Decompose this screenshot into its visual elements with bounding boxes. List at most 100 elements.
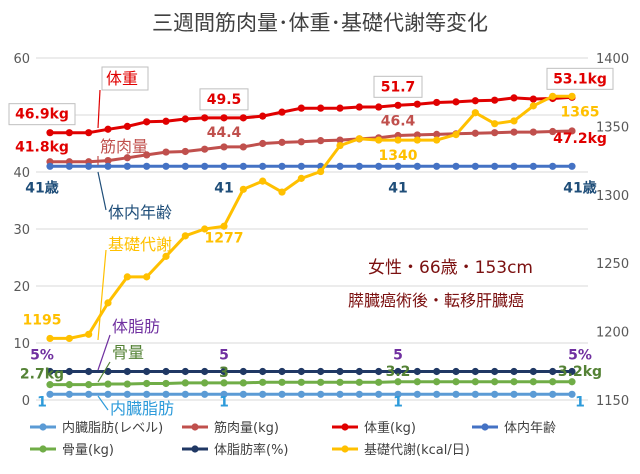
series-point: [123, 390, 131, 398]
series-point: [471, 390, 479, 398]
series-point: [201, 367, 209, 376]
series-point: [181, 367, 189, 376]
series-line-6: [50, 94, 572, 340]
series-point: [433, 136, 441, 144]
series-point: [85, 162, 93, 170]
legend-swatch-marker: [481, 423, 489, 431]
series-point: [355, 103, 363, 111]
series-line-4: [50, 380, 572, 387]
callout-leader: [97, 395, 109, 411]
data-label-box: [199, 88, 249, 111]
data-label: 51.7: [381, 79, 416, 95]
series-point: [433, 390, 441, 398]
series-point: [336, 367, 344, 376]
series-point: [297, 138, 305, 146]
callout-leader: [97, 89, 101, 129]
data-label: 1: [575, 394, 585, 410]
series-point: [433, 378, 441, 386]
series-point: [259, 390, 267, 398]
callout-box: [101, 66, 149, 91]
chart-title: 三週間筋肉量･体重･基礎代謝等変化: [152, 11, 488, 35]
series-point: [452, 378, 460, 386]
series-point: [568, 378, 576, 386]
series-point: [452, 367, 460, 376]
series-point: [239, 367, 247, 376]
y2-tick-label: 1400: [596, 52, 629, 67]
series-point: [297, 174, 305, 182]
series-point: [568, 367, 576, 376]
series-point: [491, 120, 499, 128]
series-point: [104, 299, 112, 307]
series-point: [336, 104, 344, 112]
series-point: [65, 129, 73, 137]
series-point: [220, 114, 228, 122]
y2-tick-label: 1350: [596, 120, 629, 135]
series-point: [394, 390, 402, 398]
series-point: [239, 379, 247, 387]
data-label: 46.4: [381, 114, 416, 130]
series-point: [510, 117, 518, 125]
series-point: [123, 380, 131, 388]
series-point: [394, 101, 402, 109]
series-point: [181, 147, 189, 156]
series-point: [104, 125, 112, 133]
series-point: [375, 390, 383, 398]
series-point: [259, 378, 267, 386]
callout-label: 基礎代謝: [108, 235, 172, 254]
legend-label: 骨量(kg): [62, 443, 114, 458]
callout-label: 内臓脂肪: [110, 399, 174, 418]
series-point: [104, 157, 112, 165]
series-point: [317, 378, 325, 386]
series-point: [278, 162, 286, 170]
series-point: [297, 390, 305, 398]
legend-label: 内臓脂肪(レベル): [62, 420, 163, 436]
series-point: [143, 273, 151, 281]
series-point: [336, 390, 344, 398]
legend-swatch-marker: [191, 423, 199, 431]
series-point: [433, 162, 441, 170]
series-point: [549, 367, 557, 376]
series-point: [471, 378, 479, 386]
series-point: [181, 162, 189, 170]
data-label: 1365: [561, 104, 600, 120]
series-point: [510, 162, 518, 170]
series-point: [471, 109, 479, 117]
data-label: 3: [219, 365, 229, 381]
series-point: [433, 98, 441, 107]
series-point: [239, 114, 247, 122]
series-point: [529, 95, 537, 103]
series-point: [355, 390, 363, 398]
data-label: 47.2kg: [553, 131, 607, 147]
series-point: [510, 378, 518, 386]
data-label: 44.4: [207, 125, 242, 141]
series-point: [413, 136, 421, 144]
legend-label: 筋肉量(kg): [214, 420, 279, 436]
series-point: [433, 130, 441, 138]
series-point: [317, 390, 325, 398]
series-point: [85, 129, 93, 137]
data-label: 1340: [379, 148, 418, 164]
callout-label: 骨量: [112, 343, 144, 362]
series-point: [549, 162, 557, 170]
callout-leader: [97, 249, 107, 341]
annotation-profile: 女性・66歳・153cm: [368, 258, 533, 278]
series-point: [529, 378, 537, 386]
series-point: [471, 367, 479, 376]
legend-swatch-marker: [341, 423, 349, 431]
series-point: [46, 334, 54, 343]
series-point: [491, 378, 499, 386]
series-point: [123, 162, 131, 170]
series-point: [65, 390, 73, 398]
series-point: [491, 129, 499, 137]
series-point: [549, 92, 557, 100]
y-tick-label: 0: [22, 394, 30, 409]
series-point: [65, 367, 73, 376]
series-point: [143, 151, 151, 159]
data-label: 46.9kg: [15, 107, 69, 123]
data-label: 49.5: [207, 92, 242, 108]
series-point: [65, 381, 73, 389]
series-point: [394, 136, 402, 144]
series-point: [278, 378, 286, 386]
data-label: 41: [214, 180, 233, 196]
series-point: [201, 162, 209, 170]
